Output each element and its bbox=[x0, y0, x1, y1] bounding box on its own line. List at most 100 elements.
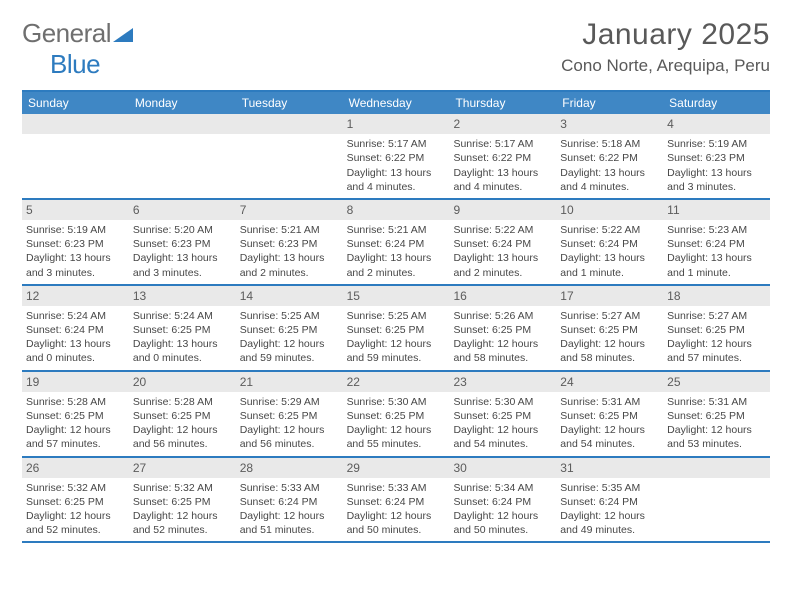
sunrise-text: Sunrise: 5:25 AM bbox=[240, 309, 339, 323]
day-cell: 14Sunrise: 5:25 AMSunset: 6:25 PMDayligh… bbox=[236, 286, 343, 370]
sunset-text: Sunset: 6:24 PM bbox=[240, 495, 339, 509]
day-cell: 19Sunrise: 5:28 AMSunset: 6:25 PMDayligh… bbox=[22, 372, 129, 456]
logo-text-blue: Blue bbox=[50, 49, 100, 79]
sunrise-text: Sunrise: 5:33 AM bbox=[347, 481, 446, 495]
daylight-text: Daylight: 13 hours and 2 minutes. bbox=[453, 251, 552, 279]
sunset-text: Sunset: 6:25 PM bbox=[26, 495, 125, 509]
sunrise-text: Sunrise: 5:17 AM bbox=[453, 137, 552, 151]
day-cell: 9Sunrise: 5:22 AMSunset: 6:24 PMDaylight… bbox=[449, 200, 556, 284]
daylight-text: Daylight: 12 hours and 54 minutes. bbox=[453, 423, 552, 451]
weekday-header: Friday bbox=[556, 92, 663, 114]
day-number: 8 bbox=[343, 200, 450, 220]
sunset-text: Sunset: 6:23 PM bbox=[133, 237, 232, 251]
sunset-text: Sunset: 6:23 PM bbox=[240, 237, 339, 251]
day-number: 17 bbox=[556, 286, 663, 306]
daylight-text: Daylight: 12 hours and 57 minutes. bbox=[26, 423, 125, 451]
sunset-text: Sunset: 6:24 PM bbox=[347, 495, 446, 509]
sunset-text: Sunset: 6:25 PM bbox=[453, 409, 552, 423]
sunset-text: Sunset: 6:25 PM bbox=[667, 323, 766, 337]
weekday-header: Wednesday bbox=[343, 92, 450, 114]
day-cell: 13Sunrise: 5:24 AMSunset: 6:25 PMDayligh… bbox=[129, 286, 236, 370]
week-row: 1Sunrise: 5:17 AM Sunset: 6:22 PMDaylight… bbox=[22, 114, 770, 200]
sunrise-text: Sunrise: 5:24 AM bbox=[133, 309, 232, 323]
day-cell: 27Sunrise: 5:32 AMSunset: 6:25 PMDayligh… bbox=[129, 458, 236, 542]
day-number bbox=[663, 458, 770, 478]
logo: General Blue bbox=[22, 18, 135, 80]
day-number: 14 bbox=[236, 286, 343, 306]
daylight-text: Daylight: 12 hours and 50 minutes. bbox=[453, 509, 552, 537]
day-cell: 7Sunrise: 5:21 AMSunset: 6:23 PMDaylight… bbox=[236, 200, 343, 284]
day-cell: 15Sunrise: 5:25 AMSunset: 6:25 PMDayligh… bbox=[343, 286, 450, 370]
day-number: 1 bbox=[343, 114, 450, 134]
day-cell: 22Sunrise: 5:30 AMSunset: 6:25 PMDayligh… bbox=[343, 372, 450, 456]
weekday-header: Tuesday bbox=[236, 92, 343, 114]
location: Cono Norte, Arequipa, Peru bbox=[561, 56, 770, 76]
daylight-text: Daylight: 12 hours and 59 minutes. bbox=[240, 337, 339, 365]
sunrise-text: Sunrise: 5:22 AM bbox=[560, 223, 659, 237]
sunset-text: Sunset: 6:25 PM bbox=[560, 323, 659, 337]
daylight-text: Daylight: 13 hours and 0 minutes. bbox=[133, 337, 232, 365]
day-number: 24 bbox=[556, 372, 663, 392]
daylight-text: Daylight: 12 hours and 56 minutes. bbox=[133, 423, 232, 451]
day-cell: 17Sunrise: 5:27 AMSunset: 6:25 PMDayligh… bbox=[556, 286, 663, 370]
day-number: 29 bbox=[343, 458, 450, 478]
day-number: 3 bbox=[556, 114, 663, 134]
daylight-text: Daylight: 13 hours and 1 minute. bbox=[667, 251, 766, 279]
daylight-text: Daylight: 12 hours and 58 minutes. bbox=[453, 337, 552, 365]
daylight-text: Daylight: 12 hours and 52 minutes. bbox=[133, 509, 232, 537]
sunset-text: Sunset: 6:25 PM bbox=[347, 323, 446, 337]
daylight-text: Daylight: 12 hours and 49 minutes. bbox=[560, 509, 659, 537]
weekday-header: Thursday bbox=[449, 92, 556, 114]
weekday-header: Sunday bbox=[22, 92, 129, 114]
sunrise-text: Sunrise: 5:22 AM bbox=[453, 223, 552, 237]
sunrise-text: Sunrise: 5:26 AM bbox=[453, 309, 552, 323]
sunrise-text: Sunrise: 5:30 AM bbox=[453, 395, 552, 409]
month-title: January 2025 bbox=[561, 18, 770, 52]
day-number: 26 bbox=[22, 458, 129, 478]
sunrise-text: Sunrise: 5:23 AM bbox=[667, 223, 766, 237]
day-number bbox=[129, 114, 236, 134]
sunset-text: Sunset: 6:25 PM bbox=[133, 409, 232, 423]
day-cell: 2Sunrise: 5:17 AMSunset: 6:22 PMDaylight… bbox=[449, 114, 556, 198]
sunset-text: Sunset: 6:24 PM bbox=[560, 237, 659, 251]
sunrise-text: Sunrise: 5:34 AM bbox=[453, 481, 552, 495]
day-number: 5 bbox=[22, 200, 129, 220]
day-cell: 5Sunrise: 5:19 AMSunset: 6:23 PMDaylight… bbox=[22, 200, 129, 284]
sunrise-text: Sunrise: 5:30 AM bbox=[347, 395, 446, 409]
day-cell: 16Sunrise: 5:26 AMSunset: 6:25 PMDayligh… bbox=[449, 286, 556, 370]
day-cell: 21Sunrise: 5:29 AMSunset: 6:25 PMDayligh… bbox=[236, 372, 343, 456]
sunrise-text: Sunrise: 5:18 AM bbox=[560, 137, 659, 151]
daylight-text: Daylight: 12 hours and 50 minutes. bbox=[347, 509, 446, 537]
daylight-text: Daylight: 13 hours and 4 minutes. bbox=[560, 166, 659, 194]
daylight-text: Daylight: 12 hours and 55 minutes. bbox=[347, 423, 446, 451]
day-number: 7 bbox=[236, 200, 343, 220]
day-number: 18 bbox=[663, 286, 770, 306]
daylight-text: Daylight: 12 hours and 51 minutes. bbox=[240, 509, 339, 537]
sunrise-text: Sunrise: 5:35 AM bbox=[560, 481, 659, 495]
daylight-text: Daylight: 12 hours and 53 minutes. bbox=[667, 423, 766, 451]
day-number: 28 bbox=[236, 458, 343, 478]
day-cell: 31Sunrise: 5:35 AMSunset: 6:24 PMDayligh… bbox=[556, 458, 663, 542]
day-number: 10 bbox=[556, 200, 663, 220]
sunset-text: Sunset: 6:23 PM bbox=[667, 151, 766, 165]
day-cell bbox=[129, 114, 236, 198]
sunset-text: Sunset: 6:22 PM bbox=[560, 151, 659, 165]
sunrise-text: Sunrise: 5:28 AM bbox=[133, 395, 232, 409]
day-number: 19 bbox=[22, 372, 129, 392]
day-cell: 28Sunrise: 5:33 AMSunset: 6:24 PMDayligh… bbox=[236, 458, 343, 542]
day-number: 22 bbox=[343, 372, 450, 392]
day-number: 6 bbox=[129, 200, 236, 220]
weeks-container: 1Sunrise: 5:17 AMSunset: 6:22 PMDaylight… bbox=[22, 114, 770, 543]
daylight-text: Daylight: 12 hours and 58 minutes. bbox=[560, 337, 659, 365]
daylight-text: Daylight: 12 hours and 56 minutes. bbox=[240, 423, 339, 451]
sunrise-text: Sunrise: 5:31 AM bbox=[560, 395, 659, 409]
sunset-text: Sunset: 6:25 PM bbox=[26, 409, 125, 423]
day-number: 20 bbox=[129, 372, 236, 392]
day-cell: 18Sunrise: 5:27 AMSunset: 6:25 PMDayligh… bbox=[663, 286, 770, 370]
day-number: 12 bbox=[22, 286, 129, 306]
daylight-text: Daylight: 13 hours and 1 minute. bbox=[560, 251, 659, 279]
day-cell: 12Sunrise: 5:24 AMSunset: 6:24 PMDayligh… bbox=[22, 286, 129, 370]
day-number: 15 bbox=[343, 286, 450, 306]
sunrise-text: Sunrise: 5:32 AM bbox=[26, 481, 125, 495]
sunset-text: Sunset: 6:24 PM bbox=[26, 323, 125, 337]
